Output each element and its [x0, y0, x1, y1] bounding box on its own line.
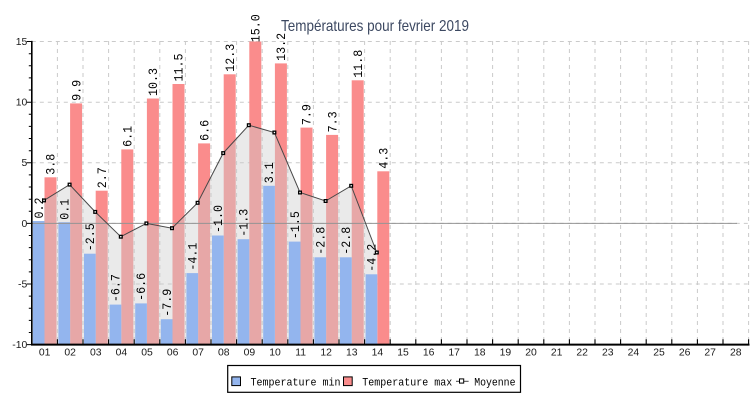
svg-text:16: 16	[423, 347, 435, 358]
svg-text:13: 13	[346, 347, 358, 358]
svg-text:28: 28	[730, 347, 742, 358]
svg-text:18: 18	[474, 347, 486, 358]
svg-text:09: 09	[244, 347, 256, 358]
svg-text:24: 24	[628, 347, 640, 358]
svg-text:-1.5: -1.5	[288, 211, 303, 239]
svg-text:0.2: 0.2	[32, 198, 47, 219]
svg-text:-6.6: -6.6	[134, 273, 149, 301]
svg-text:10: 10	[269, 347, 281, 358]
svg-text:27: 27	[704, 347, 716, 358]
svg-text:-4.1: -4.1	[185, 242, 200, 270]
svg-text:26: 26	[679, 347, 691, 358]
svg-text:6.1: 6.1	[121, 126, 136, 147]
svg-text:25: 25	[653, 347, 665, 358]
svg-text:0.1: 0.1	[58, 199, 73, 220]
svg-text:7.3: 7.3	[325, 111, 340, 132]
svg-text:04: 04	[116, 347, 128, 358]
svg-text:15.0: 15.0	[249, 14, 264, 42]
svg-text:03: 03	[90, 347, 102, 358]
svg-text:14: 14	[372, 347, 384, 358]
svg-text:07: 07	[192, 347, 204, 358]
svg-text:-2.8: -2.8	[313, 227, 328, 255]
svg-text:-2.5: -2.5	[83, 223, 98, 251]
svg-text:19: 19	[500, 347, 512, 358]
svg-text:21: 21	[551, 347, 563, 358]
svg-text:-7.9: -7.9	[160, 289, 175, 317]
svg-text:7.9: 7.9	[300, 104, 315, 125]
svg-text:Temperature min: Temperature min	[251, 378, 341, 390]
svg-text:11.8: 11.8	[351, 50, 366, 78]
svg-text:-5: -5	[18, 279, 27, 290]
svg-text:9.9: 9.9	[69, 80, 84, 101]
svg-text:15: 15	[16, 37, 28, 48]
svg-text:Températures pour fevrier 2019: Températures pour fevrier 2019	[281, 18, 469, 35]
svg-text:3.8: 3.8	[44, 154, 59, 175]
svg-text:11: 11	[295, 347, 306, 358]
svg-text:-1.0: -1.0	[211, 205, 226, 233]
svg-text:2.7: 2.7	[95, 167, 110, 188]
svg-text:22: 22	[576, 347, 588, 358]
svg-text:06: 06	[167, 347, 179, 358]
svg-text:-10: -10	[12, 340, 27, 351]
svg-text:08: 08	[218, 347, 230, 358]
svg-text:02: 02	[64, 347, 76, 358]
svg-text:23: 23	[602, 347, 614, 358]
svg-text:15: 15	[397, 347, 409, 358]
svg-text:13.2: 13.2	[274, 33, 289, 61]
svg-text:6.6: 6.6	[197, 120, 212, 141]
svg-text:5: 5	[22, 158, 28, 169]
svg-text:Temperature max: Temperature max	[362, 378, 452, 390]
svg-text:10: 10	[16, 98, 28, 109]
svg-text:12.3: 12.3	[223, 44, 238, 72]
svg-text:-1.3: -1.3	[237, 209, 252, 237]
svg-text:20: 20	[525, 347, 537, 358]
svg-text:3.1: 3.1	[262, 162, 277, 183]
svg-text:-2.8: -2.8	[339, 227, 354, 255]
svg-text:4.3: 4.3	[377, 148, 392, 169]
svg-text:0: 0	[22, 219, 28, 230]
svg-text:-6.7: -6.7	[109, 274, 124, 302]
svg-text:12: 12	[320, 347, 332, 358]
svg-text:01: 01	[39, 347, 51, 358]
svg-text:17: 17	[448, 347, 460, 358]
svg-text:-4.2: -4.2	[365, 244, 380, 272]
svg-text:10.3: 10.3	[146, 68, 161, 96]
svg-text:05: 05	[141, 347, 153, 358]
svg-text:11.5: 11.5	[172, 54, 187, 82]
svg-text:Moyenne: Moyenne	[474, 378, 515, 390]
